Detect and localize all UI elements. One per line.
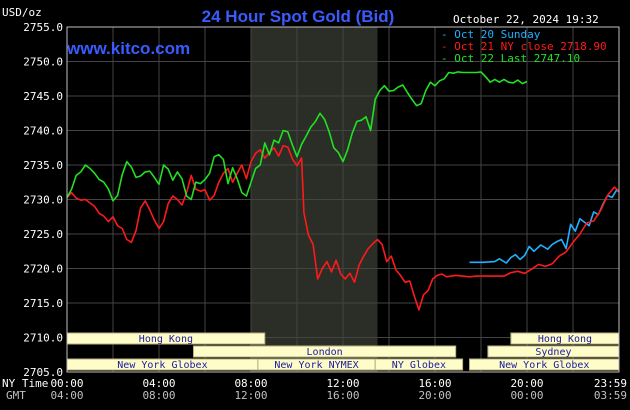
legend-item-oct20: - Oct 20 Sunday	[441, 28, 541, 41]
chart-title: 24 Hour Spot Gold (Bid)	[202, 7, 395, 26]
session-label: Hong Kong	[139, 334, 193, 345]
plot-frame	[66, 26, 620, 373]
price-series	[66, 71, 620, 311]
x-tick-label-ny: 16:00	[418, 377, 451, 390]
x-tick-label-gmt: 20:00	[418, 389, 451, 402]
y-tick-label: 2740.0	[23, 125, 63, 138]
x-tick-label-gmt: 08:00	[142, 389, 175, 402]
x-tick-label-ny: 23:59	[594, 377, 627, 390]
x-tick-label-gmt: 00:00	[510, 389, 543, 402]
session-label: New York Globex	[499, 360, 589, 371]
x-tick-label-gmt: 04:00	[50, 389, 83, 402]
session-bar: NY Globex	[374, 358, 464, 371]
session-label: London	[307, 347, 343, 358]
x-tick-label-ny: 20:00	[510, 377, 543, 390]
timestamp: October 22, 2024 19:32	[453, 13, 599, 26]
legend-label-oct20: Oct 20 Sunday	[454, 28, 540, 41]
session-bar: Hong Kong	[510, 332, 620, 345]
x-tick-label-ny: 08:00	[234, 377, 267, 390]
session-bar: New York Globex	[469, 358, 620, 371]
series-line-2	[66, 71, 528, 202]
ny-time-row-label: NY Time	[2, 377, 48, 390]
y-tick-label: 2735.0	[23, 159, 63, 172]
session-bar: Sydney	[487, 345, 620, 358]
legend-item-oct21: - Oct 21 NY close 2718.90	[441, 40, 607, 53]
y-tick-label: 2710.0	[23, 332, 63, 345]
session-bar: New York NYMEX	[257, 358, 376, 371]
x-tick-label-gmt: 16:00	[326, 389, 359, 402]
x-tick-label-ny: 00:00	[50, 377, 83, 390]
y-tick-label: 2705.0	[23, 366, 63, 379]
session-bar: New York Globex	[66, 358, 259, 371]
y-tick-label: 2725.0	[23, 228, 63, 241]
session-bar-fill	[374, 358, 464, 371]
session-label: New York Globex	[117, 360, 207, 371]
y-unit-label: USD/oz	[2, 6, 42, 19]
legend-label-oct21: Oct 21 NY close 2718.90	[454, 40, 606, 53]
legend-label-oct22: Oct 22 Last 2747.10	[454, 52, 580, 65]
session-bar: London	[193, 345, 457, 358]
watermark: www.kitco.com	[66, 39, 190, 58]
y-tick-label: 2715.0	[23, 297, 63, 310]
x-tick-label-gmt: 12:00	[234, 389, 267, 402]
x-tick-label-ny: 12:00	[326, 377, 359, 390]
session-label: NY Globex	[392, 360, 446, 371]
gmt-row-label: GMT	[6, 389, 26, 402]
legend: - Oct 20 Sunday - Oct 21 NY close 2718.9…	[441, 28, 607, 65]
x-tick-label-ny: 04:00	[142, 377, 175, 390]
y-tick-label: 2755.0	[23, 21, 63, 34]
series-line-1	[66, 144, 620, 311]
session-label: Hong Kong	[538, 334, 592, 345]
session-bar: Hong Kong	[66, 332, 266, 345]
session-label: Sydney	[535, 347, 571, 358]
y-tick-label: 2745.0	[23, 90, 63, 103]
axes: 2755.0 2750.0 2745.0 2740.0 2735.0 2730.0 2725…	[23, 21, 627, 402]
x-tick-label-gmt: 03:59	[594, 389, 627, 402]
y-tick-label: 2730.0	[23, 194, 63, 207]
session-label: New York NYMEX	[274, 360, 358, 371]
session-bar-fill	[193, 345, 457, 358]
y-tick-label: 2750.0	[23, 56, 63, 69]
trading-sessions: Hong Kong London New York Globex New York N…	[66, 332, 620, 371]
legend-item-oct22: - Oct 22 Last 2747.10	[441, 52, 580, 65]
y-tick-label: 2720.0	[23, 263, 63, 276]
